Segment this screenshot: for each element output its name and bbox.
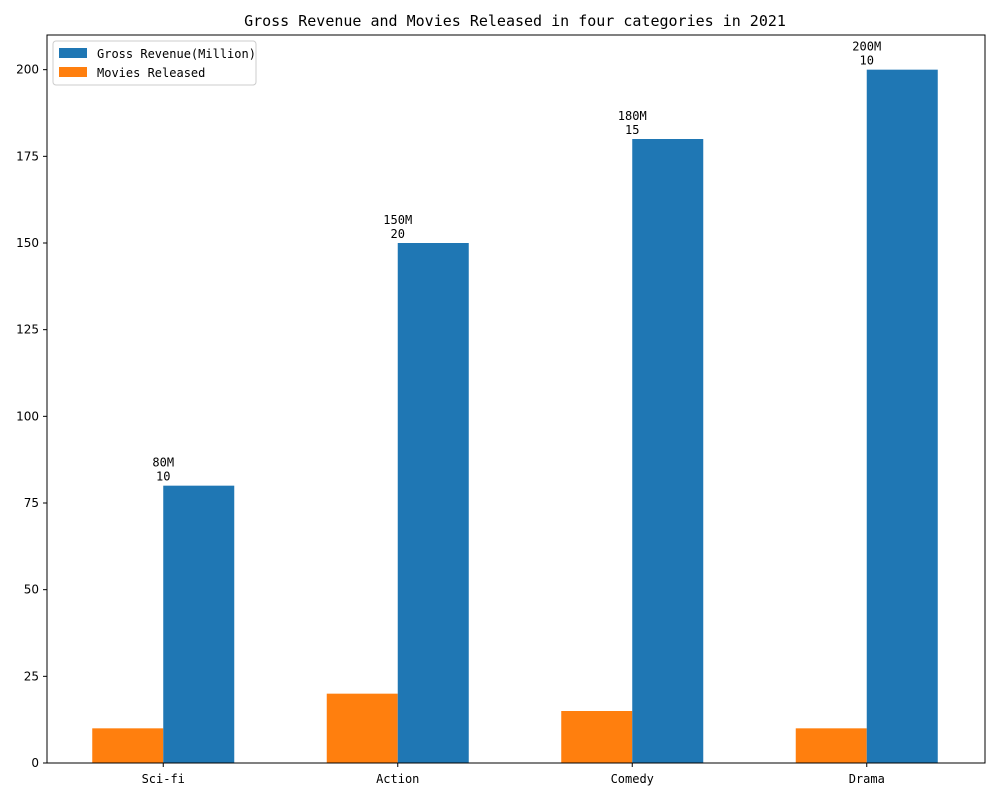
count-annotation: 20 [391,227,405,241]
y-tick-label: 25 [24,669,39,683]
y-axis: 0 25 50 75 100 125 150 175 200 [16,63,47,770]
count-annotation: 15 [625,123,639,137]
legend-swatch-movies [59,67,87,77]
bar-gross-revenue-comedy [632,139,704,763]
bar-movies-released-drama [795,728,867,763]
y-tick-label: 50 [24,583,39,597]
legend-box [52,40,257,86]
bar-gross-revenue-action [397,243,469,763]
revenue-annotation: 180M [618,109,647,123]
y-tick-label: 100 [16,409,39,423]
bar-layer [92,69,938,763]
revenue-annotation: 150M [383,213,412,227]
x-tick-label: Drama [849,772,885,786]
revenue-annotation: 200M [852,40,881,54]
legend-label-revenue: Gross Revenue(Million) [97,47,256,61]
x-tick-label: Action [376,772,419,786]
legend: Gross Revenue(Million) Movies Released [52,40,257,86]
legend-swatch-revenue [59,48,87,58]
bar-movies-released-action [326,693,398,763]
x-axis: Sci-fi Action Comedy Drama [142,763,885,786]
x-tick-label: Comedy [611,772,654,786]
y-tick-label: 200 [16,63,39,77]
x-tick-label: Sci-fi [142,772,185,786]
y-tick-label: 75 [24,496,39,510]
revenue-annotation: 80M [152,456,174,470]
chart-title: Gross Revenue and Movies Released in fou… [244,12,786,30]
y-tick-label: 175 [16,149,39,163]
bar-movies-released-sci-fi [92,728,164,763]
bar-gross-revenue-sci-fi [163,485,235,763]
count-annotation: 10 [156,470,170,484]
y-tick-label: 0 [31,756,39,770]
y-tick-label: 150 [16,236,39,250]
y-tick-label: 125 [16,323,39,337]
bar-gross-revenue-drama [866,69,938,763]
bar-movies-released-comedy [561,711,633,763]
count-annotation: 10 [860,54,874,68]
legend-label-movies: Movies Released [97,66,205,80]
plot-frame [46,34,986,764]
